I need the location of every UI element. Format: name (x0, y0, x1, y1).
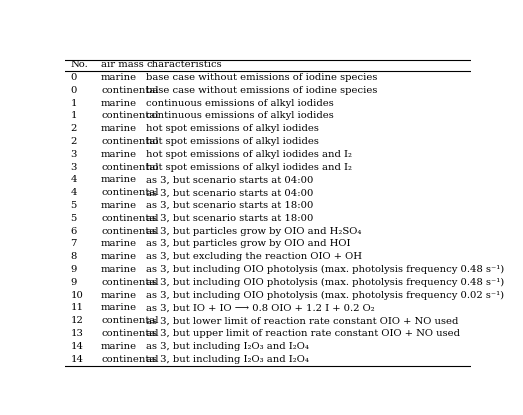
Text: as 3, but including OIO photolysis (max. photolysis frequency 0.48 s⁻¹): as 3, but including OIO photolysis (max.… (146, 265, 505, 274)
Text: continental: continental (101, 278, 158, 287)
Text: continuous emissions of alkyl iodides: continuous emissions of alkyl iodides (146, 99, 334, 108)
Text: as 3, but including OIO photolysis (max. photolysis frequency 0.48 s⁻¹): as 3, but including OIO photolysis (max.… (146, 278, 505, 287)
Text: 8: 8 (70, 252, 76, 261)
Text: marine: marine (101, 290, 137, 300)
Text: 4: 4 (70, 176, 77, 185)
Text: as 3, but particles grow by OIO and H₂SO₄: as 3, but particles grow by OIO and H₂SO… (146, 227, 362, 236)
Text: 4: 4 (70, 188, 77, 197)
Text: as 3, but upper limit of reaction rate constant OIO + NO used: as 3, but upper limit of reaction rate c… (146, 329, 460, 338)
Text: 3: 3 (70, 163, 76, 172)
Text: as 3, but IO + IO ⟶ 0.8 OIO + 1.2 I + 0.2 O₂: as 3, but IO + IO ⟶ 0.8 OIO + 1.2 I + 0.… (146, 303, 375, 312)
Text: 1: 1 (70, 99, 77, 108)
Text: marine: marine (101, 265, 137, 274)
Text: continental: continental (101, 137, 158, 146)
Text: 5: 5 (70, 214, 76, 223)
Text: continental: continental (101, 354, 158, 364)
Text: 2: 2 (70, 124, 76, 133)
Text: marine: marine (101, 201, 137, 210)
Text: hot spot emissions of alkyl iodides and I₂: hot spot emissions of alkyl iodides and … (146, 163, 353, 172)
Text: as 3, but including I₂O₃ and I₂O₄: as 3, but including I₂O₃ and I₂O₄ (146, 354, 309, 364)
Text: 3: 3 (70, 150, 76, 159)
Text: as 3, but scenario starts at 18:00: as 3, but scenario starts at 18:00 (146, 214, 314, 223)
Text: marine: marine (101, 252, 137, 261)
Text: as 3, but scenario starts at 04:00: as 3, but scenario starts at 04:00 (146, 176, 314, 185)
Text: 0: 0 (70, 86, 76, 95)
Text: continental: continental (101, 214, 158, 223)
Text: marine: marine (101, 150, 137, 159)
Text: 9: 9 (70, 265, 76, 274)
Text: 12: 12 (70, 316, 83, 325)
Text: characteristics: characteristics (146, 60, 222, 68)
Text: continental: continental (101, 316, 158, 325)
Text: No.: No. (70, 60, 88, 68)
Text: as 3, but scenario starts at 04:00: as 3, but scenario starts at 04:00 (146, 188, 314, 197)
Text: hot spot emissions of alkyl iodides: hot spot emissions of alkyl iodides (146, 124, 320, 133)
Text: continental: continental (101, 227, 158, 236)
Text: continental: continental (101, 163, 158, 172)
Text: marine: marine (101, 124, 137, 133)
Text: marine: marine (101, 342, 137, 351)
Text: 6: 6 (70, 227, 76, 236)
Text: 1: 1 (70, 112, 77, 120)
Text: base case without emissions of iodine species: base case without emissions of iodine sp… (146, 73, 378, 82)
Text: hot spot emissions of alkyl iodides and I₂: hot spot emissions of alkyl iodides and … (146, 150, 353, 159)
Text: as 3, but scenario starts at 18:00: as 3, but scenario starts at 18:00 (146, 201, 314, 210)
Text: as 3, but including OIO photolysis (max. photolysis frequency 0.02 s⁻¹): as 3, but including OIO photolysis (max.… (146, 290, 505, 300)
Text: as 3, but lower limit of reaction rate constant OIO + NO used: as 3, but lower limit of reaction rate c… (146, 316, 459, 325)
Text: 5: 5 (70, 201, 76, 210)
Text: air mass: air mass (101, 60, 144, 68)
Text: marine: marine (101, 73, 137, 82)
Text: hot spot emissions of alkyl iodides: hot spot emissions of alkyl iodides (146, 137, 320, 146)
Text: base case without emissions of iodine species: base case without emissions of iodine sp… (146, 86, 378, 95)
Text: 0: 0 (70, 73, 76, 82)
Text: 13: 13 (70, 329, 83, 338)
Text: marine: marine (101, 239, 137, 249)
Text: continental: continental (101, 86, 158, 95)
Text: marine: marine (101, 99, 137, 108)
Text: 7: 7 (70, 239, 76, 249)
Text: marine: marine (101, 176, 137, 185)
Text: continental: continental (101, 112, 158, 120)
Text: 10: 10 (70, 290, 83, 300)
Text: 2: 2 (70, 137, 76, 146)
Text: continental: continental (101, 329, 158, 338)
Text: 14: 14 (70, 354, 83, 364)
Text: marine: marine (101, 303, 137, 312)
Text: 14: 14 (70, 342, 83, 351)
Text: as 3, but particles grow by OIO and HOI: as 3, but particles grow by OIO and HOI (146, 239, 351, 249)
Text: 9: 9 (70, 278, 76, 287)
Text: as 3, but excluding the reaction OIO + OH: as 3, but excluding the reaction OIO + O… (146, 252, 362, 261)
Text: continental: continental (101, 188, 158, 197)
Text: 11: 11 (70, 303, 83, 312)
Text: as 3, but including I₂O₃ and I₂O₄: as 3, but including I₂O₃ and I₂O₄ (146, 342, 309, 351)
Text: continuous emissions of alkyl iodides: continuous emissions of alkyl iodides (146, 112, 334, 120)
